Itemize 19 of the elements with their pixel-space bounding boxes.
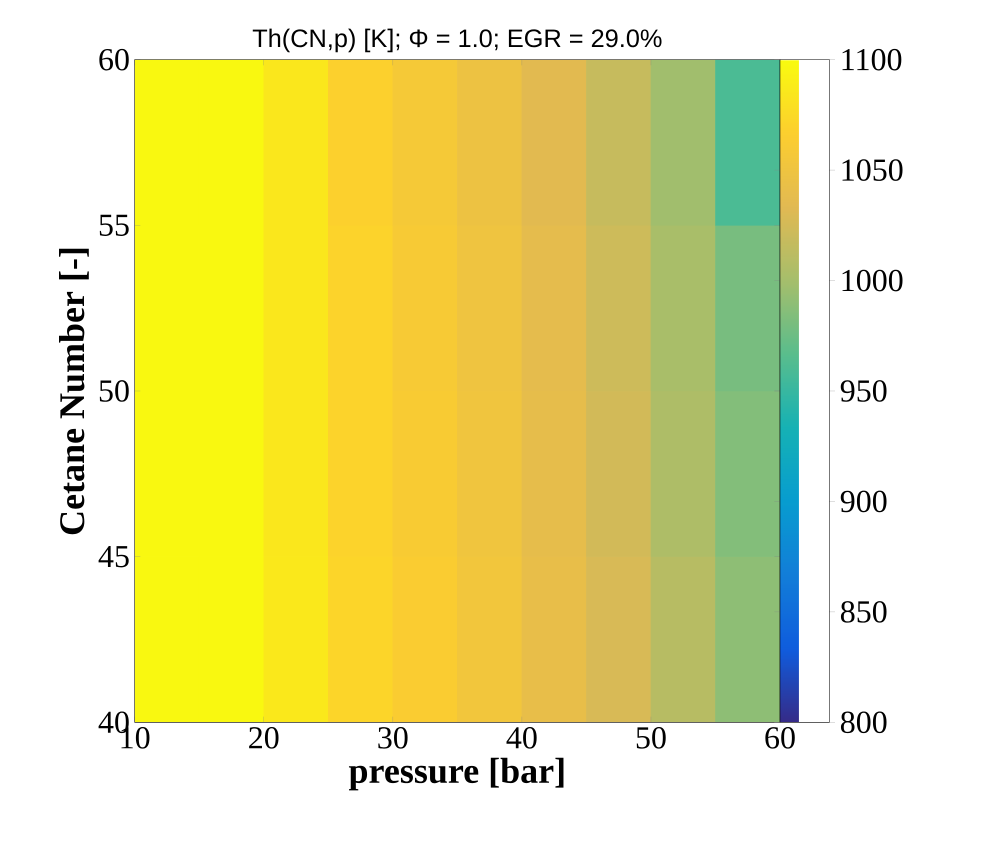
color-bar-label: 1000 — [842, 270, 903, 292]
chart-title: Th(CN,p) [K]; Φ = 1.0; EGR = 29.0% — [252, 28, 662, 52]
x-tick-label: 30 — [378, 727, 408, 749]
color-bar-label: 900 — [840, 490, 887, 512]
x-tick-label: 60 — [765, 727, 795, 749]
color-bar-label: 850 — [840, 601, 887, 623]
y-tick-label: 60 — [99, 48, 129, 70]
color-bar-label: 1050 — [842, 159, 903, 181]
x-axis-title: pressure [bar] — [348, 758, 564, 790]
x-tick-label: 40 — [506, 727, 537, 749]
y-tick-label: 50 — [100, 380, 129, 402]
x-tick-label: 50 — [636, 727, 666, 749]
x-tick-label: 20 — [249, 727, 279, 749]
y-axis-title: Cetane Number [-] — [59, 248, 89, 534]
color-bar-label: 1100 — [842, 48, 902, 70]
y-tick-label: 55 — [100, 214, 129, 236]
color-bar-label: 950 — [840, 380, 887, 402]
y-tick-label: 45 — [98, 546, 129, 568]
color-bar-label: 800 — [840, 712, 887, 734]
